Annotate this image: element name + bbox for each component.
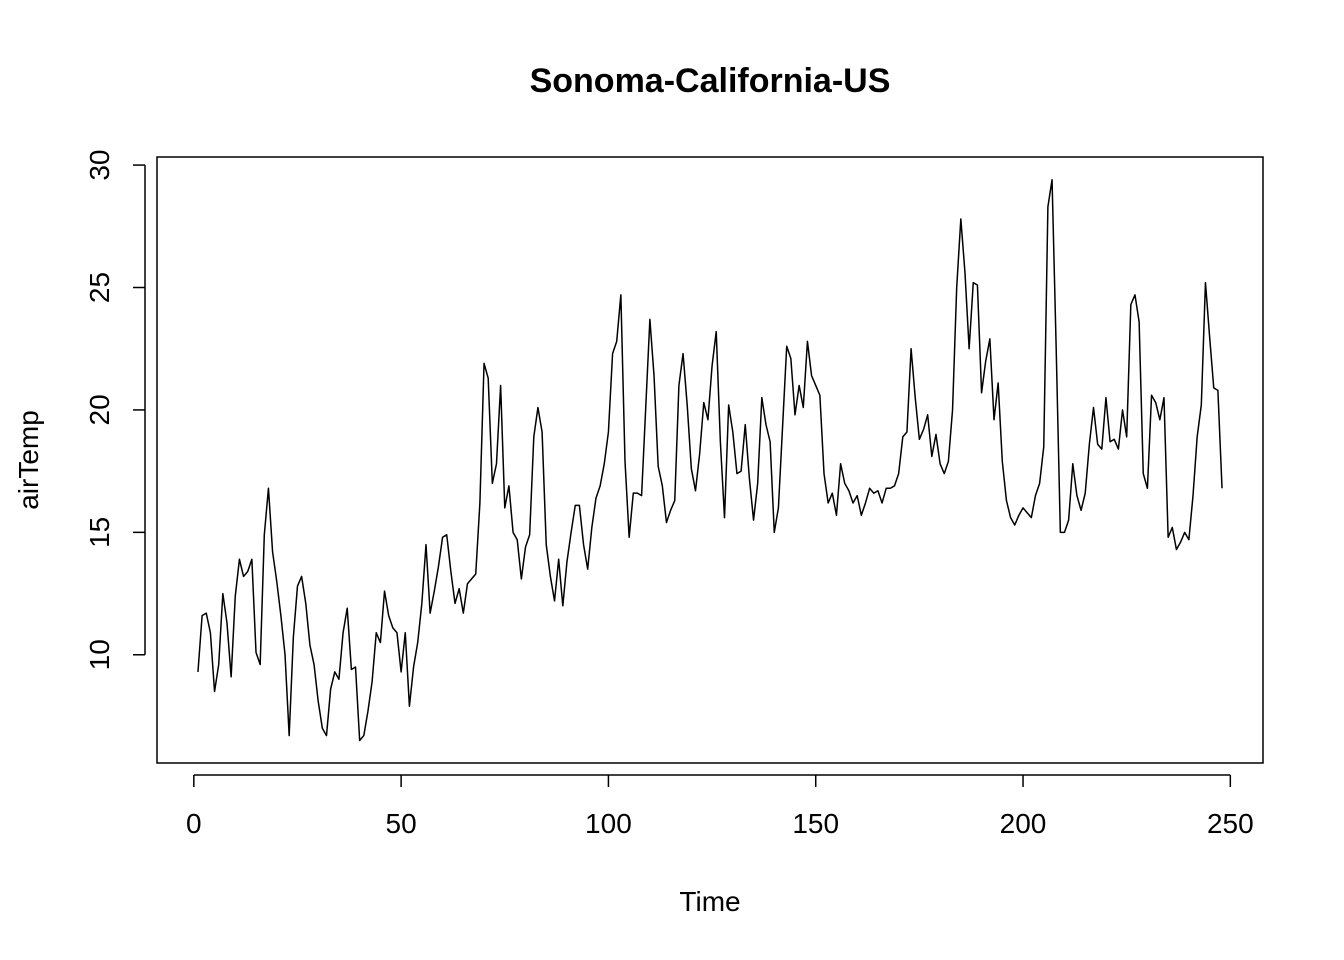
y-tick-label: 10	[84, 639, 115, 670]
y-tick-label: 25	[84, 272, 115, 303]
y-tick-label: 15	[84, 517, 115, 548]
x-tick-label: 0	[186, 808, 202, 839]
y-axis-label: airTemp	[13, 410, 44, 510]
x-tick-label: 100	[585, 808, 632, 839]
x-tick-label: 50	[386, 808, 417, 839]
x-tick-label: 250	[1207, 808, 1254, 839]
data-line	[197, 179, 1223, 742]
x-tick-label: 200	[1000, 808, 1047, 839]
x-tick-label: 150	[792, 808, 839, 839]
chart-title: Sonoma-California-US	[530, 62, 891, 100]
plot-box	[156, 156, 1264, 764]
y-tick-label: 30	[84, 150, 115, 181]
y-tick-label: 20	[84, 394, 115, 425]
x-axis-label: Time	[679, 886, 740, 917]
